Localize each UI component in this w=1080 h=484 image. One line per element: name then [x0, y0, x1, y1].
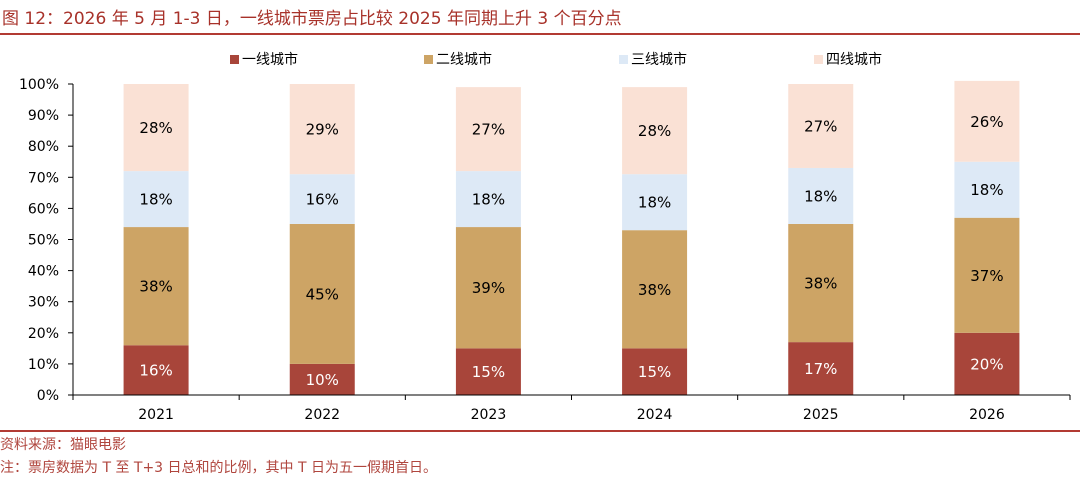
bar-segment: [289, 223, 355, 364]
legend: 一线城市 二线城市 三线城市 四线城市: [230, 51, 882, 68]
bar-segment: [289, 84, 355, 175]
x-tick-label: 2021: [138, 407, 174, 423]
legend-label: 二线城市: [436, 51, 492, 68]
y-tick-label: 10%: [28, 357, 59, 373]
data-label: 15%: [472, 363, 505, 381]
data-label: 29%: [306, 121, 339, 139]
x-tick-label: 2022: [304, 407, 340, 423]
bar-segment: [622, 230, 688, 349]
data-label: 39%: [472, 279, 505, 297]
data-label: 18%: [139, 191, 172, 209]
y-axis: 0% 10% 20% 30% 40% 50% 60% 70% 80% 90% 100%: [19, 77, 74, 404]
data-label: 17%: [804, 360, 837, 378]
bar-segment: [788, 223, 854, 343]
chart-title: 图 12：2026 年 5 月 1-3 日，一线城市票房占比较 2025 年同期…: [2, 9, 622, 29]
y-tick-label: 80%: [28, 139, 59, 155]
bar-segment: [289, 174, 355, 224]
data-label: 27%: [804, 117, 837, 135]
bar-segment: [788, 167, 854, 224]
legend-label: 四线城市: [826, 51, 882, 68]
data-label: 37%: [970, 267, 1003, 285]
bar-segment: [788, 342, 854, 395]
bar-segment: [788, 84, 854, 168]
legend-swatch: [619, 55, 628, 64]
legend-swatch: [814, 55, 823, 64]
x-axis: 2021 2022 2023 2024 2025 2026: [72, 394, 1071, 423]
data-label: 15%: [638, 363, 671, 381]
data-label: 16%: [306, 191, 339, 209]
bar-segment: [954, 217, 1020, 333]
title-divider: [0, 33, 1080, 35]
bar-segment: [622, 348, 688, 395]
data-label: 28%: [139, 119, 172, 137]
data-label: 16%: [139, 362, 172, 380]
data-label: 20%: [970, 355, 1003, 373]
source-note: 资料来源：猫眼电影: [0, 437, 126, 453]
x-tick-label: 2025: [803, 407, 839, 423]
bar-segment: [123, 84, 189, 172]
data-label: 38%: [638, 281, 671, 299]
data-label: 27%: [472, 121, 505, 139]
legend-swatch: [424, 55, 433, 64]
data-label: 38%: [804, 275, 837, 293]
data-label: 18%: [970, 181, 1003, 199]
y-tick-label: 100%: [19, 77, 59, 93]
bar-segment: [289, 363, 355, 395]
x-tick-label: 2024: [637, 407, 673, 423]
bar-segment: [455, 227, 521, 349]
stacked-bar-chart: 一线城市 二线城市 三线城市 四线城市 0% 10% 20% 30% 40% 50% 60% 70%…: [19, 51, 1071, 423]
y-tick-label: 20%: [28, 326, 59, 342]
data-label: 28%: [638, 122, 671, 140]
data-label: 18%: [472, 191, 505, 209]
y-tick-label: 0%: [37, 388, 59, 404]
bar-segment: [622, 87, 688, 175]
y-tick-label: 70%: [28, 170, 59, 186]
bar-segment: [954, 80, 1020, 162]
footnote: 注：票房数据为 T 至 T+3 日总和的比例，其中 T 日为五一假期首日。: [0, 460, 437, 476]
y-tick-label: 60%: [28, 201, 59, 217]
data-label: 38%: [139, 278, 172, 296]
bar-segment: [123, 227, 189, 346]
bar-segment: [455, 348, 521, 395]
y-tick-label: 50%: [28, 233, 59, 249]
bar-segment: [455, 171, 521, 228]
x-tick-label: 2023: [471, 407, 507, 423]
bar-segment: [455, 87, 521, 172]
y-tick-label: 90%: [28, 108, 59, 124]
bars: 16% 38% 18% 28% 10% 45% 16% 29% 15% 39% 18% 27% 15% 3…: [123, 80, 1020, 395]
data-label: 10%: [306, 371, 339, 389]
bar-segment: [954, 161, 1020, 218]
data-label: 18%: [804, 187, 837, 205]
data-label: 45%: [306, 285, 339, 303]
bar-segment: [123, 171, 189, 228]
y-tick-label: 40%: [28, 264, 59, 280]
legend-label: 一线城市: [242, 51, 298, 68]
footer-divider: [0, 430, 1080, 432]
x-tick-label: 2026: [969, 407, 1005, 423]
data-label: 18%: [638, 194, 671, 212]
legend-swatch: [230, 55, 239, 64]
bar-segment: [622, 174, 688, 231]
legend-label: 三线城市: [631, 51, 687, 68]
data-label: 26%: [970, 113, 1003, 131]
bar-segment: [954, 332, 1020, 395]
bar-segment: [123, 345, 189, 395]
y-tick-label: 30%: [28, 295, 59, 311]
